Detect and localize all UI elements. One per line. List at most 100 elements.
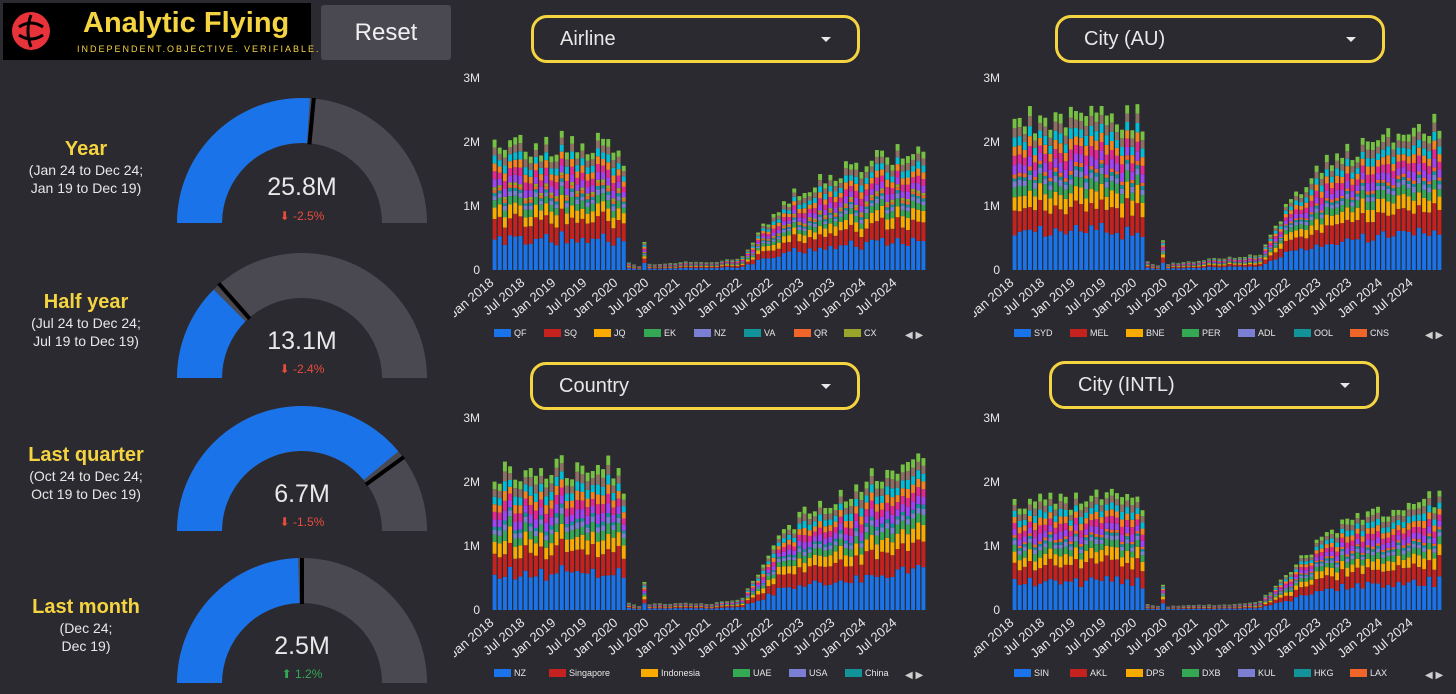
bar-segment-sq [694, 266, 699, 269]
bar-segment-other [590, 185, 595, 192]
bar-segment-other [1258, 601, 1263, 603]
bar-segment-china [601, 521, 606, 526]
legend-pager[interactable]: ◀ ▶ [1425, 670, 1444, 681]
bar-segment-sq [854, 231, 859, 247]
bar-segment-other [874, 156, 879, 164]
bar-segment-other [1207, 260, 1212, 261]
bar-segment-nz [513, 190, 518, 196]
bar-segment-usa [544, 535, 549, 541]
bar-segment-sq [745, 261, 750, 265]
bar-segment-other [719, 602, 724, 603]
bar-segment-other [508, 175, 513, 183]
bar-segment-indonesia [694, 606, 699, 608]
bar-segment-syd [1114, 232, 1119, 270]
city-au-dropdown[interactable]: City (AU) [1055, 15, 1385, 63]
bar-segment-uae [921, 514, 926, 525]
bar-segment-other [776, 535, 781, 539]
bar-segment-other [513, 152, 518, 160]
kpi-title: Year [64, 138, 108, 160]
bar-segment-other [1304, 570, 1309, 574]
bar-segment-other [1417, 514, 1421, 521]
bar-segment-other [818, 174, 823, 181]
bar-segment-akl [1125, 562, 1130, 580]
bar-segment-other [1278, 583, 1283, 586]
bar-segment-other [492, 171, 497, 180]
bar-segment-other [859, 500, 864, 509]
bar-segment-per [1012, 187, 1017, 198]
bar-segment-other [833, 186, 838, 192]
bar-segment-jq [663, 266, 668, 268]
legend-pager[interactable]: ◀ ▶ [905, 330, 924, 341]
bar-segment-other [518, 167, 523, 176]
bar-segment-sq [657, 267, 662, 269]
bar-segment-other [1329, 538, 1334, 543]
bar-segment-ool [1411, 183, 1416, 187]
bar-segment-other [880, 169, 885, 176]
bar-segment-other [823, 193, 828, 200]
bar-segment-other [1360, 151, 1365, 159]
bar-segment-qf [528, 243, 533, 270]
bar-segment-sin [1360, 588, 1365, 610]
legend-label: DPS [1146, 668, 1165, 678]
bar-segment-other [518, 497, 523, 506]
bar-segment-mel [1314, 230, 1319, 245]
bar-segment-other [559, 463, 564, 472]
bar-segment-other [616, 483, 621, 492]
legend-pager[interactable]: ◀ ▶ [905, 670, 924, 681]
bar-segment-akl [1109, 559, 1114, 582]
legend-pager[interactable]: ◀ ▶ [1425, 330, 1444, 341]
bar-segment-other [1427, 519, 1432, 527]
bar-segment-cns [1376, 179, 1380, 183]
bar-segment-other [1063, 161, 1068, 170]
city-intl-dropdown[interactable]: City (INTL) [1049, 361, 1379, 409]
legend-swatch [1238, 329, 1255, 337]
bar-segment-jq [849, 214, 854, 225]
bar-segment-mel [1355, 220, 1360, 240]
bar-segment-other [1432, 507, 1437, 514]
bar-segment-other [1074, 153, 1078, 162]
bar-segment-akl [1017, 570, 1022, 585]
bar-segment-sq [595, 216, 600, 239]
bar-segment-other [890, 505, 895, 515]
bar-segment-other [1196, 262, 1201, 263]
bar-segment-cns [1053, 167, 1058, 172]
bar-segment-other [1099, 114, 1104, 124]
country-dropdown[interactable]: Country [530, 362, 860, 410]
bar-segment-dps [1360, 565, 1365, 574]
bar-segment-lax [1278, 590, 1283, 592]
bar-segment-bne [1283, 234, 1288, 241]
bar-segment-other [1033, 140, 1037, 148]
bar-segment-singapore [766, 585, 771, 594]
bar-segment-other [513, 159, 518, 168]
bar-segment-qf [523, 244, 528, 270]
bar-segment-other [1299, 561, 1304, 565]
bar-segment-lax [1365, 545, 1370, 548]
bar-segment-other [776, 546, 781, 550]
bar-segment-other [1140, 510, 1145, 517]
airline-dropdown[interactable]: Airline [531, 15, 860, 63]
bar-segment-dps [1314, 571, 1319, 580]
bar-segment-nz [549, 200, 554, 205]
bar-segment-other [1227, 256, 1232, 258]
bar-segment-cns [1319, 210, 1324, 213]
legend-label: DXB [1202, 668, 1221, 678]
bar-segment-va [575, 196, 580, 200]
bar-segment-cns [1391, 185, 1396, 189]
reset-button[interactable]: Reset [321, 5, 451, 60]
bar-segment-adl [1084, 182, 1089, 190]
bar-segment-other [1335, 168, 1340, 176]
bar-segment-dps [1207, 607, 1212, 608]
bar-segment-mel [1391, 214, 1396, 237]
bar-segment-other [1417, 502, 1421, 509]
bar-segment-other [781, 538, 786, 543]
bar-segment-sin [1063, 581, 1068, 610]
bar-segment-other [843, 521, 848, 528]
bar-segment-other [797, 511, 802, 518]
bar-segment-other [1273, 228, 1278, 231]
bar-segment-other [621, 171, 626, 177]
bar-segment-adl [1289, 224, 1293, 228]
bar-segment-other [1273, 238, 1278, 242]
bar-segment-dps [1432, 558, 1437, 570]
bar-segment-other [828, 525, 833, 531]
bar-segment-other [1191, 263, 1196, 265]
